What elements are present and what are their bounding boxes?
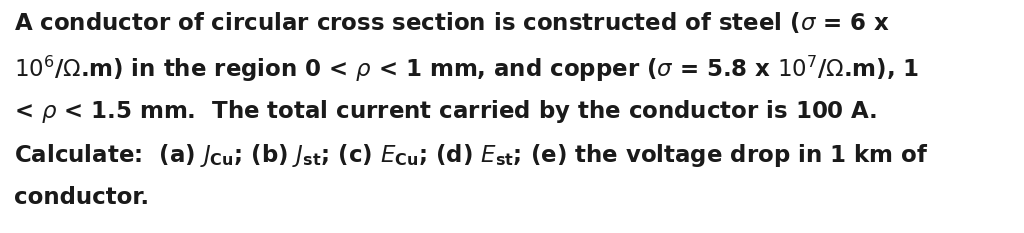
- Text: Calculate:  (a) $\mathit{J}_{\mathregular{Cu}}$; (b) $\mathit{J}_{\mathregular{s: Calculate: (a) $\mathit{J}_{\mathregular…: [14, 142, 929, 169]
- Text: $10^6$/$\Omega$.m) in the region 0 < $\rho$ < 1 mm, and copper ($\sigma$ = 5.8 x: $10^6$/$\Omega$.m) in the region 0 < $\r…: [14, 54, 920, 84]
- Text: conductor.: conductor.: [14, 186, 150, 209]
- Text: A conductor of circular cross section is constructed of steel ($\sigma$ = 6 x: A conductor of circular cross section is…: [14, 10, 890, 35]
- Text: < $\rho$ < 1.5 mm.  The total current carried by the conductor is 100 A.: < $\rho$ < 1.5 mm. The total current car…: [14, 98, 877, 125]
